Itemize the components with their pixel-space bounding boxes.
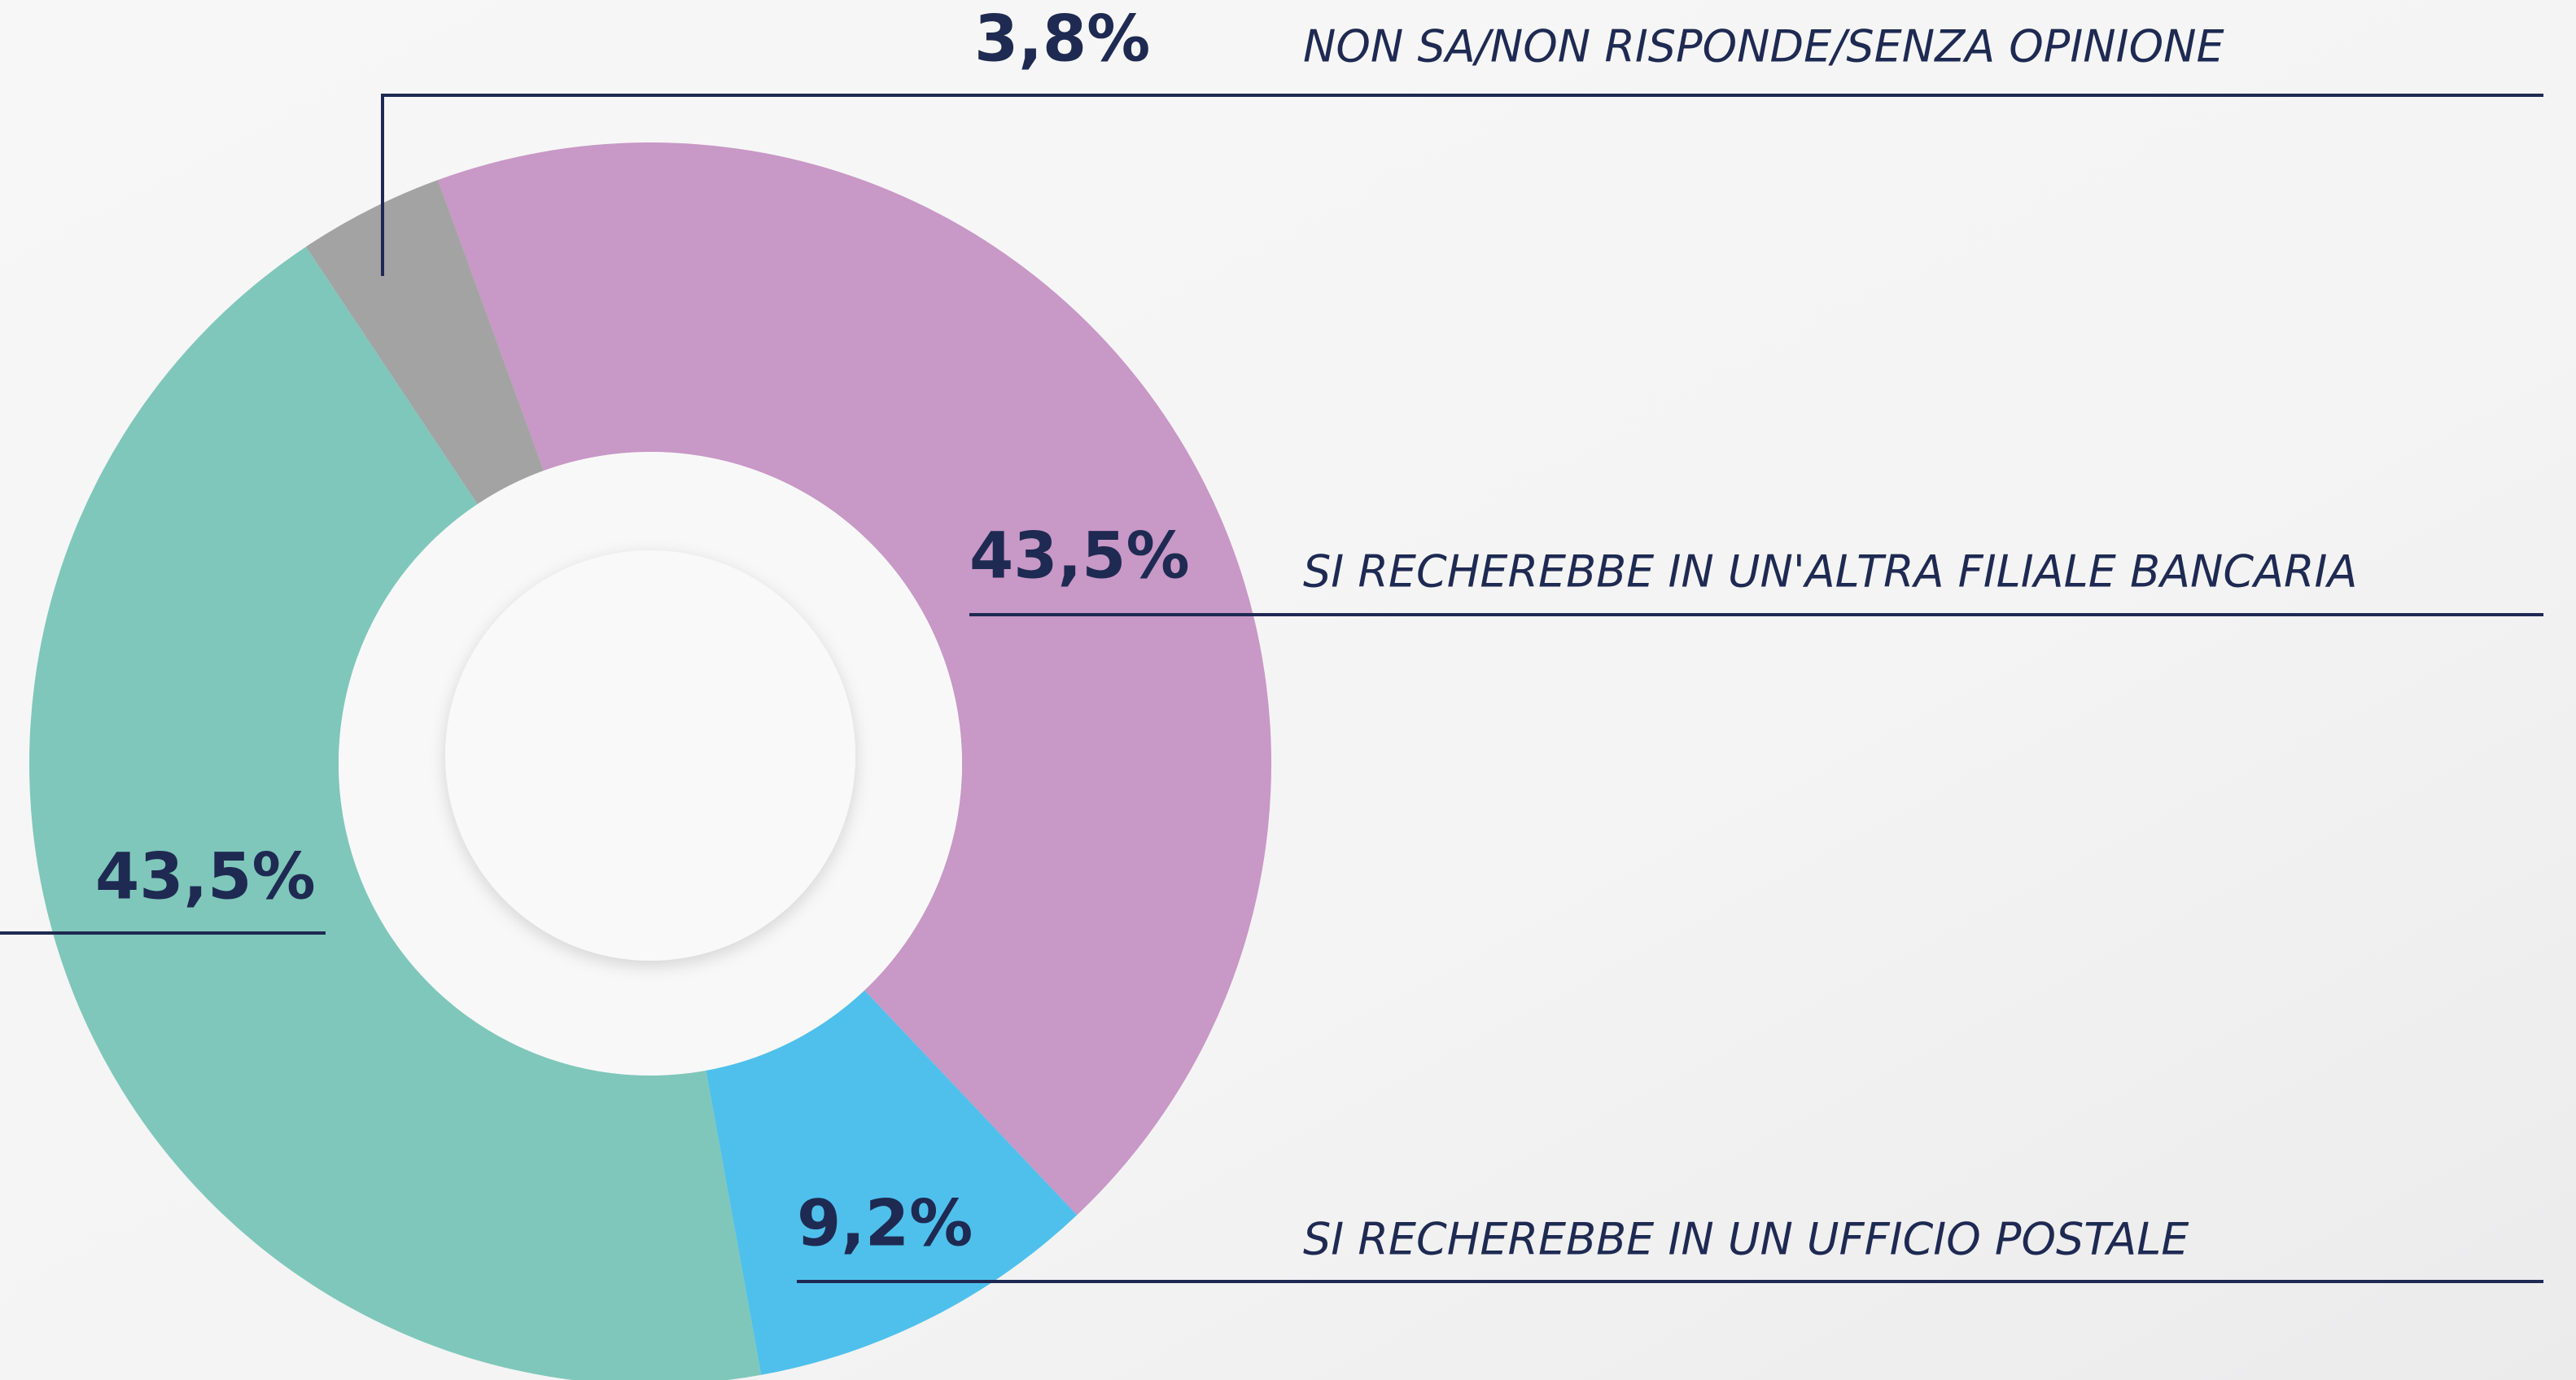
value-label: 43,5% [95, 840, 316, 913]
donut [29, 142, 1271, 1380]
category-label: NON SA/NON RISPONDE/SENZA OPINIONE [1303, 21, 2225, 72]
donut-slice [438, 142, 1271, 1216]
labels: 43,5% SI RECHEREBBE IN UN'ALTRA FILIALE B… [0, 2, 2543, 1283]
donut-slice [29, 247, 762, 1380]
value-label: 9,2% [797, 1187, 973, 1260]
category-label: SI RECHEREBBE IN UN'ALTRA FILIALE BANCAR… [1303, 546, 2357, 598]
inner-disc [445, 550, 855, 961]
value-label: 3,8% [974, 2, 1150, 76]
category-label: SI RECHEREBBE IN UN UFFICIO POSTALE [1303, 1214, 2189, 1265]
value-label: 43,5% [969, 519, 1190, 593]
donut-slice [706, 990, 1078, 1375]
leader-line [381, 94, 2543, 276]
donut-slice [305, 180, 545, 505]
